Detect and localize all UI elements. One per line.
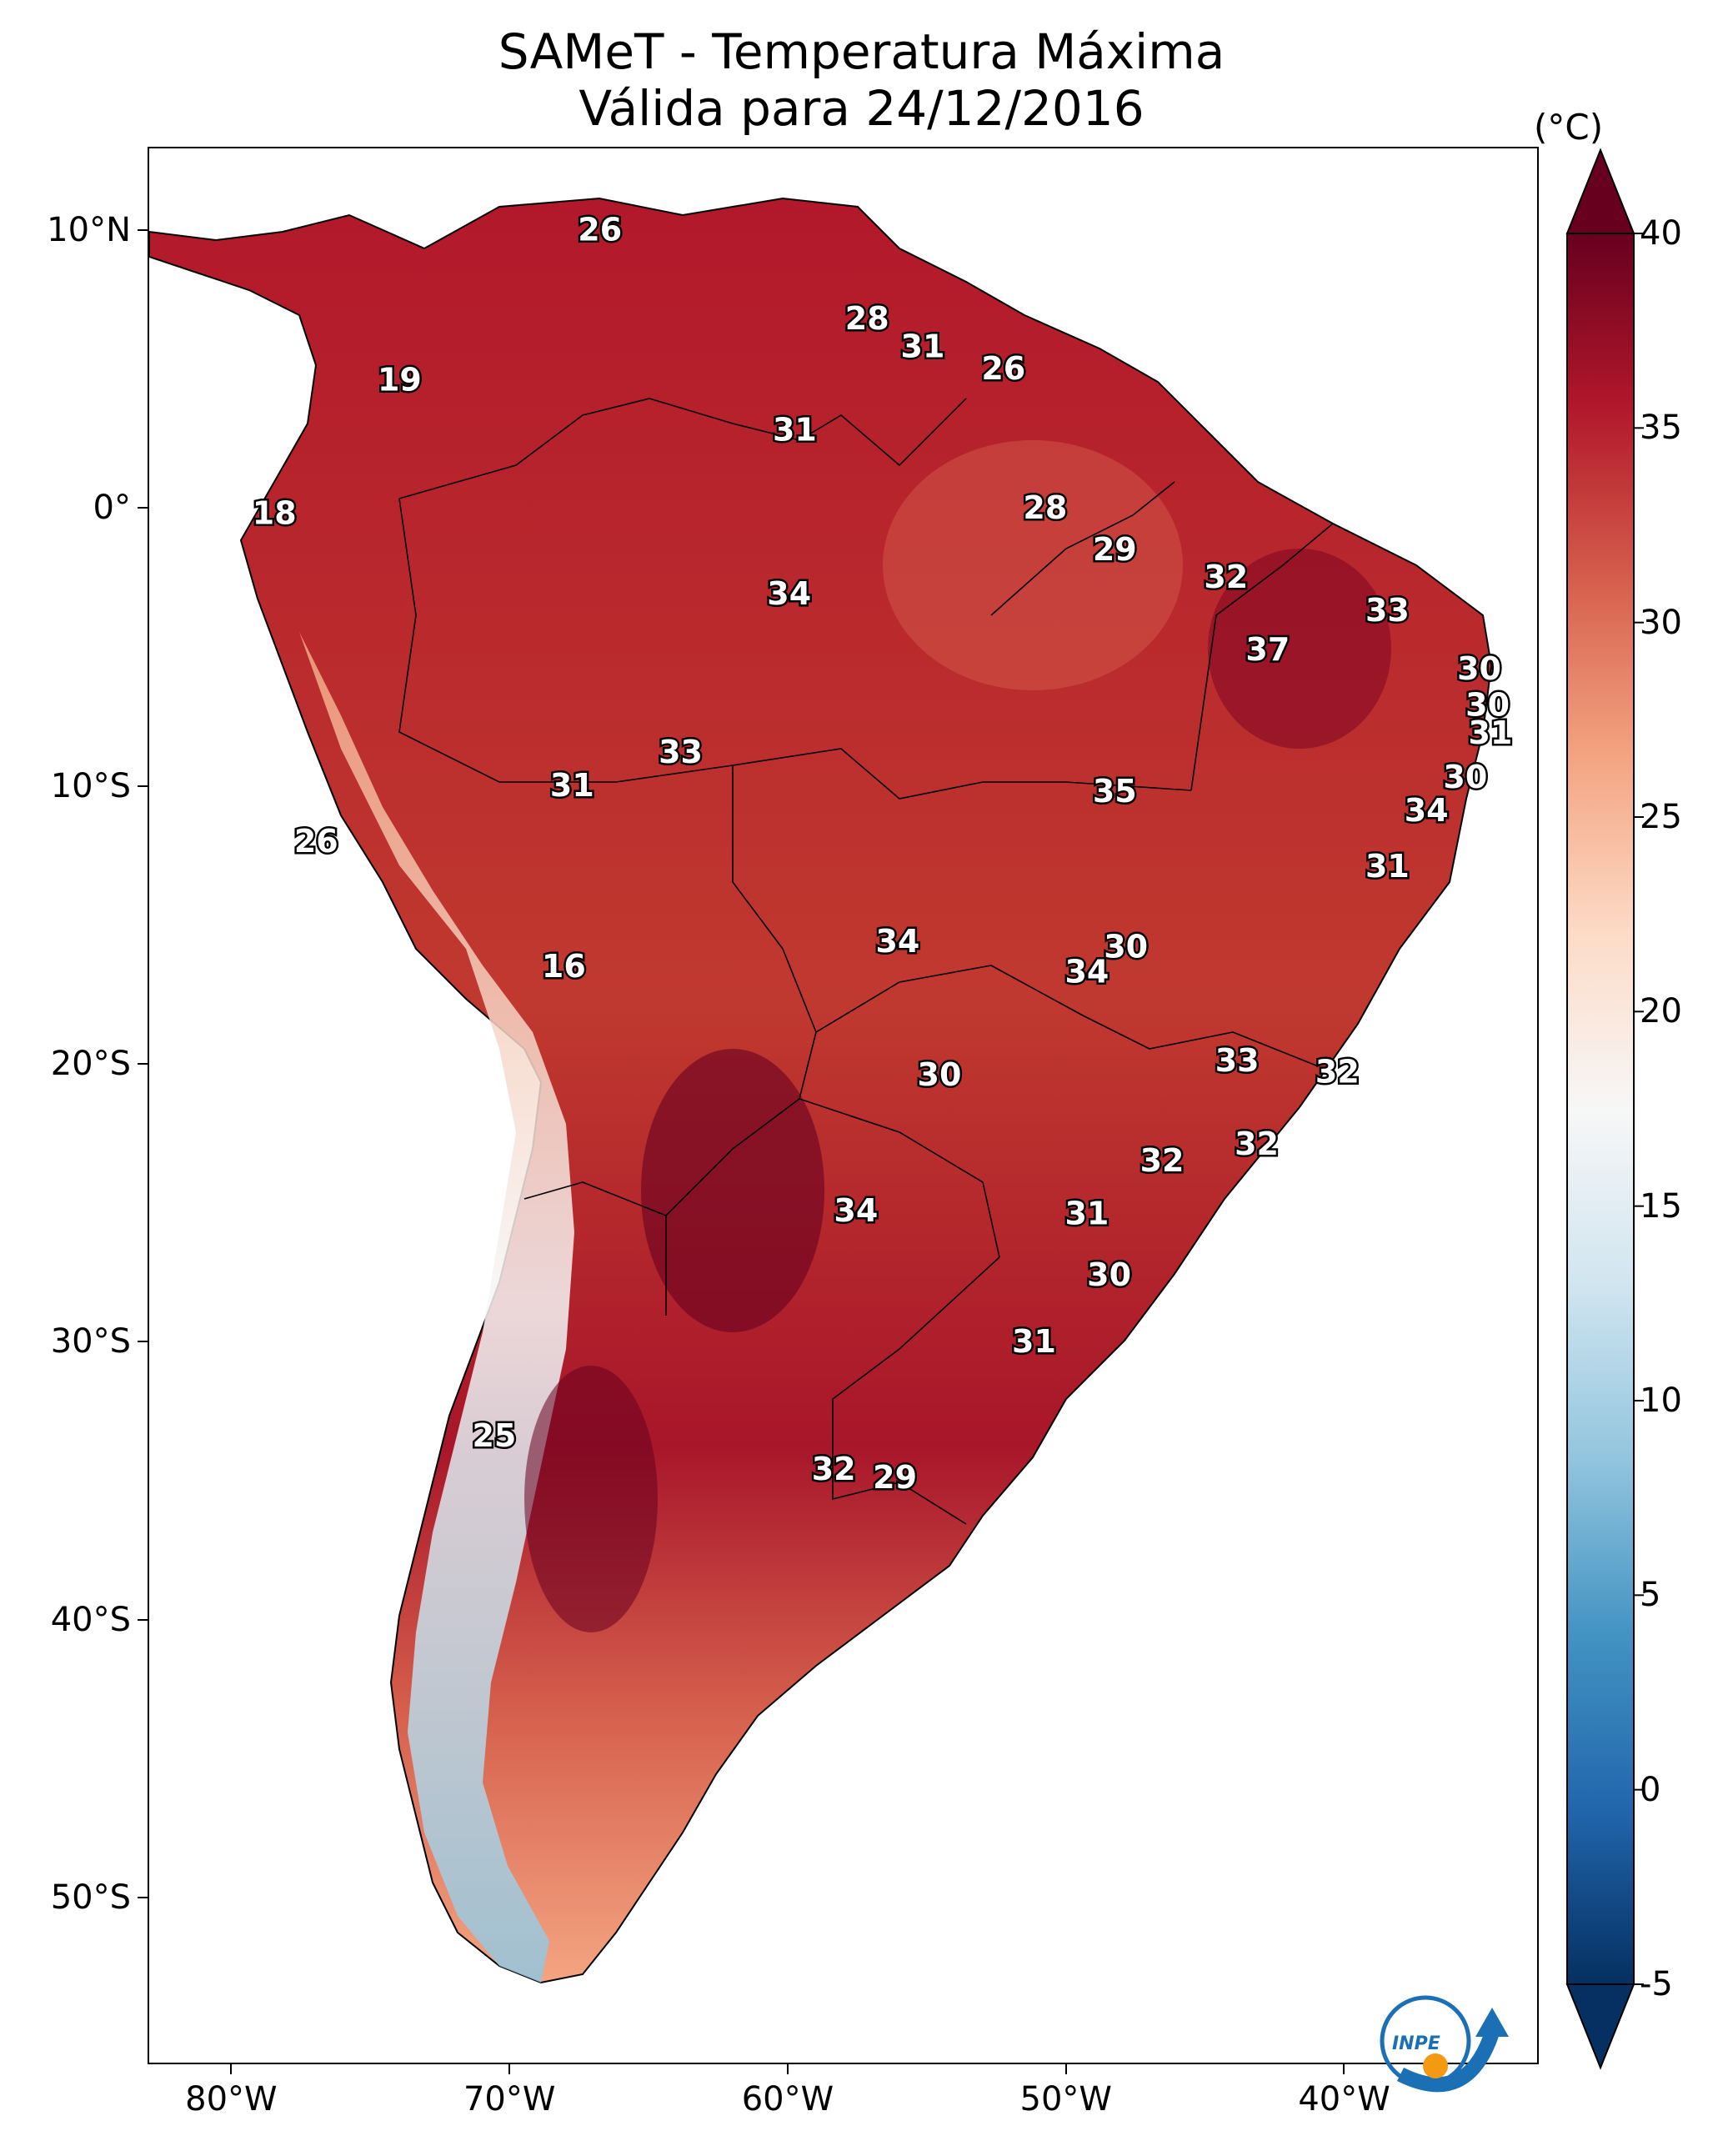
station-label: 31 (901, 328, 945, 365)
station-label: 31 (1012, 1323, 1056, 1360)
lat-tick-mark (138, 1618, 148, 1621)
colorbar (1565, 148, 1644, 2070)
colorbar-tick-label: 25 (1640, 798, 1682, 836)
lon-tick-mark (1343, 2064, 1345, 2074)
colorbar-tick-label: 35 (1640, 409, 1682, 448)
station-label: 32 (1235, 1126, 1279, 1162)
inpe-logo-icon: INPE (1380, 1995, 1509, 2093)
colorbar-top-extend-arrow (1565, 148, 1635, 234)
station-label: 34 (834, 1192, 878, 1229)
hot-region-pampas (524, 1366, 658, 1632)
station-label: 16 (542, 948, 586, 985)
lat-tick-mark (138, 1341, 148, 1343)
lat-tick-label: 10°S (50, 766, 131, 805)
colorbar-tick-label: 0 (1640, 1770, 1661, 1809)
station-label: 25 (472, 1417, 516, 1454)
station-label: 30 (1104, 929, 1148, 965)
hot-region-northeast (1208, 549, 1391, 749)
lat-tick-mark (138, 229, 148, 231)
colorbar-tick-label: 20 (1640, 992, 1682, 1031)
lon-tick-label: 80°W (185, 2080, 278, 2118)
lat-tick-label: 10°N (47, 211, 131, 249)
lat-tick-mark (138, 1897, 148, 1898)
station-label: 34 (767, 575, 811, 612)
lon-tick-mark (230, 2064, 233, 2074)
station-label: 28 (845, 300, 889, 337)
lon-tick-label: 70°W (463, 2080, 556, 2118)
station-label: 33 (1215, 1042, 1260, 1079)
colorbar-tick-label: 40 (1640, 214, 1682, 253)
station-label: 37 (1245, 631, 1290, 668)
station-label: 30 (1087, 1256, 1131, 1293)
colorbar-tick-label: 15 (1640, 1186, 1682, 1226)
lon-tick-label: 40°W (1298, 2080, 1390, 2118)
colorbar-tick-label: 5 (1640, 1576, 1661, 1615)
hot-region-chaco (641, 1049, 824, 1332)
colorbar-tick-label: 30 (1640, 603, 1682, 642)
colorbar-tick-label: 10 (1640, 1381, 1682, 1420)
map-title-line2: Válida para 24/12/2016 (579, 80, 1144, 137)
lat-tick-label: 0° (93, 489, 131, 528)
station-label: 32 (812, 1451, 856, 1487)
station-label: 26 (981, 350, 1025, 387)
continent-south-america (149, 197, 1493, 1984)
lon-tick-mark (508, 2064, 510, 2074)
station-label: 34 (1405, 792, 1449, 829)
lat-tick-label: 20°S (50, 1045, 131, 1083)
station-label: 31 (1064, 1196, 1109, 1232)
station-label: 32 (1204, 559, 1248, 595)
colorbar-unit-label: (°C) (1534, 107, 1604, 148)
lon-tick-label: 60°W (741, 2080, 834, 2118)
lat-tick-label: 50°S (50, 1878, 131, 1917)
colorbar-tick-label: -5 (1640, 1965, 1673, 2003)
lon-tick-mark (786, 2064, 789, 2074)
station-label: 30 (918, 1056, 962, 1093)
svg-text:INPE: INPE (1392, 2033, 1440, 2054)
lat-tick-mark (138, 507, 148, 509)
mild-region-guiana (883, 440, 1183, 690)
map-title-line1: SAMeT - Temperatura Máxima (498, 23, 1225, 80)
colorbar-gradient (1566, 233, 1635, 1985)
map-frame[interactable]: 26 19 28 31 26 31 18 28 29 34 32 33 37 30 30 31 33 31 35 30… (148, 147, 1539, 2064)
station-label: 28 (1023, 489, 1067, 526)
andes-cool-region (299, 632, 574, 1983)
lat-tick-mark (138, 785, 148, 787)
station-label: 34 (1064, 954, 1109, 990)
station-label: 29 (873, 1459, 917, 1496)
station-label: 33 (1365, 592, 1410, 629)
station-label: 31 (550, 767, 594, 804)
station-label: 30 (1465, 687, 1510, 724)
station-label: 29 (1093, 531, 1137, 568)
station-label: 31 (1468, 714, 1512, 751)
station-label: 18 (253, 495, 297, 532)
station-label: 26 (578, 212, 622, 248)
station-label: 19 (378, 362, 422, 399)
lat-tick-label: 40°S (50, 1600, 131, 1639)
station-label: 30 (1443, 759, 1487, 795)
station-label: 31 (1365, 848, 1410, 885)
station-label: 26 (294, 823, 338, 860)
station-label: 30 (1457, 650, 1501, 687)
station-label: 32 (1315, 1054, 1360, 1091)
lat-tick-label: 30°S (50, 1322, 131, 1361)
lon-tick-mark (1064, 2064, 1067, 2074)
lon-tick-label: 50°W (1019, 2080, 1112, 2118)
station-label: 32 (1140, 1142, 1185, 1179)
station-label: 33 (659, 734, 703, 770)
station-label: 35 (1093, 773, 1137, 810)
lat-tick-mark (138, 1063, 148, 1065)
station-label: 34 (875, 923, 919, 960)
colorbar-bottom-extend-arrow (1565, 1983, 1635, 2070)
country-borders (398, 398, 1334, 1525)
station-label: 31 (773, 412, 817, 449)
